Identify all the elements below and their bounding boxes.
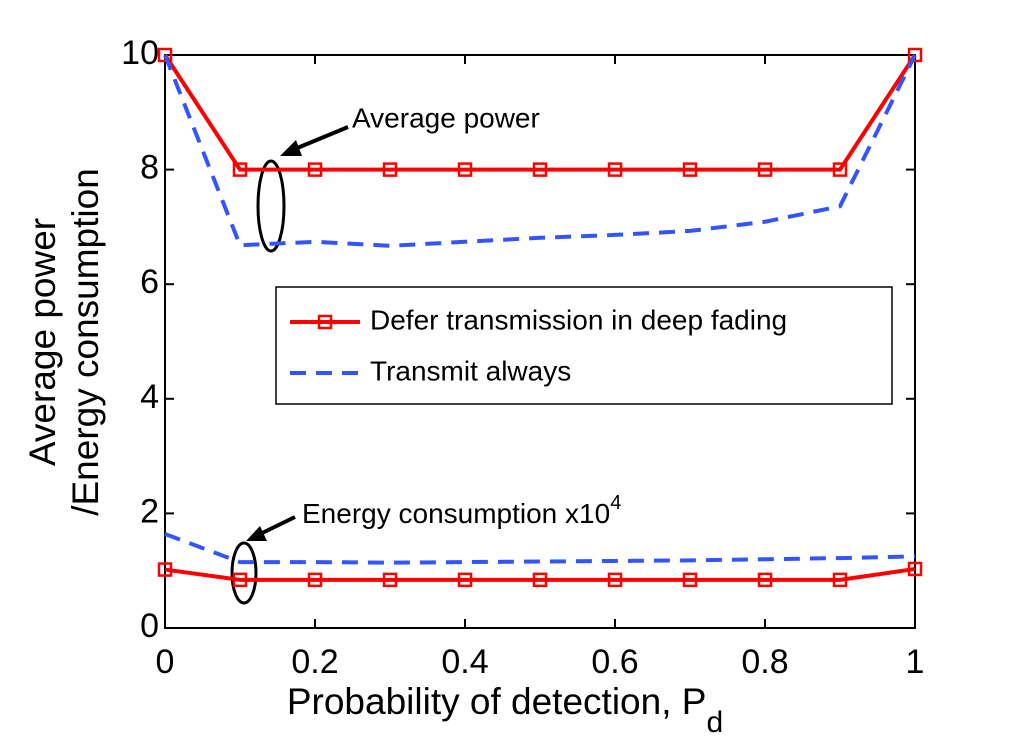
annotation: Average power xyxy=(352,102,540,133)
series-line xyxy=(164,567,916,582)
y-tick-label: 8 xyxy=(140,149,159,187)
marker xyxy=(382,162,398,177)
x-tick-label: 0.6 xyxy=(591,643,638,681)
x-axis-label: Probability of detection, Pd xyxy=(287,681,723,739)
plot-frame xyxy=(164,54,916,629)
x-tick-label: 0.8 xyxy=(741,643,788,681)
annotation-arrow-head xyxy=(246,526,267,541)
legend-label: Defer transmission in deep fading xyxy=(370,304,787,335)
marker xyxy=(457,572,473,588)
marker xyxy=(832,572,848,588)
marker xyxy=(157,562,173,577)
marker xyxy=(757,162,773,177)
x-tick-label: 0 xyxy=(156,643,175,681)
x-tick-label: 0.4 xyxy=(441,643,488,681)
y-axis-label: Average power xyxy=(22,218,63,466)
series-line xyxy=(163,53,917,172)
legend-label: Transmit always xyxy=(370,355,571,386)
y-tick-label: 4 xyxy=(140,378,159,416)
annotation-ellipse xyxy=(230,541,258,605)
marker xyxy=(832,162,848,177)
annotation: Energy consumption x104 xyxy=(302,492,621,529)
series-line xyxy=(163,54,917,248)
marker xyxy=(232,162,248,177)
marker xyxy=(307,572,323,588)
marker xyxy=(532,162,548,177)
marker xyxy=(607,572,623,588)
y-axis-label: /Energy consumption xyxy=(65,168,106,516)
annotation-arrow xyxy=(289,125,349,153)
annotation-arrow-head xyxy=(280,140,302,156)
marker xyxy=(607,162,623,177)
y-tick-label: 0 xyxy=(140,607,159,645)
marker xyxy=(907,561,923,577)
legend-box xyxy=(275,286,893,405)
marker xyxy=(757,572,773,588)
marker xyxy=(907,47,923,63)
y-tick-label: 6 xyxy=(140,263,159,301)
x-tick-label: 0.2 xyxy=(291,643,338,681)
series-line xyxy=(164,532,916,565)
marker xyxy=(457,162,473,177)
y-tick-label: 2 xyxy=(140,492,159,530)
legend-marker xyxy=(317,314,333,330)
x-tick-label: 1 xyxy=(906,643,925,681)
marker xyxy=(682,162,698,177)
marker xyxy=(532,572,548,588)
annotation-ellipse xyxy=(256,159,286,253)
marker xyxy=(307,162,323,177)
marker xyxy=(157,47,173,63)
marker xyxy=(682,572,698,588)
marker xyxy=(232,572,248,588)
marker xyxy=(382,572,398,588)
y-tick-label: 10 xyxy=(121,34,159,72)
